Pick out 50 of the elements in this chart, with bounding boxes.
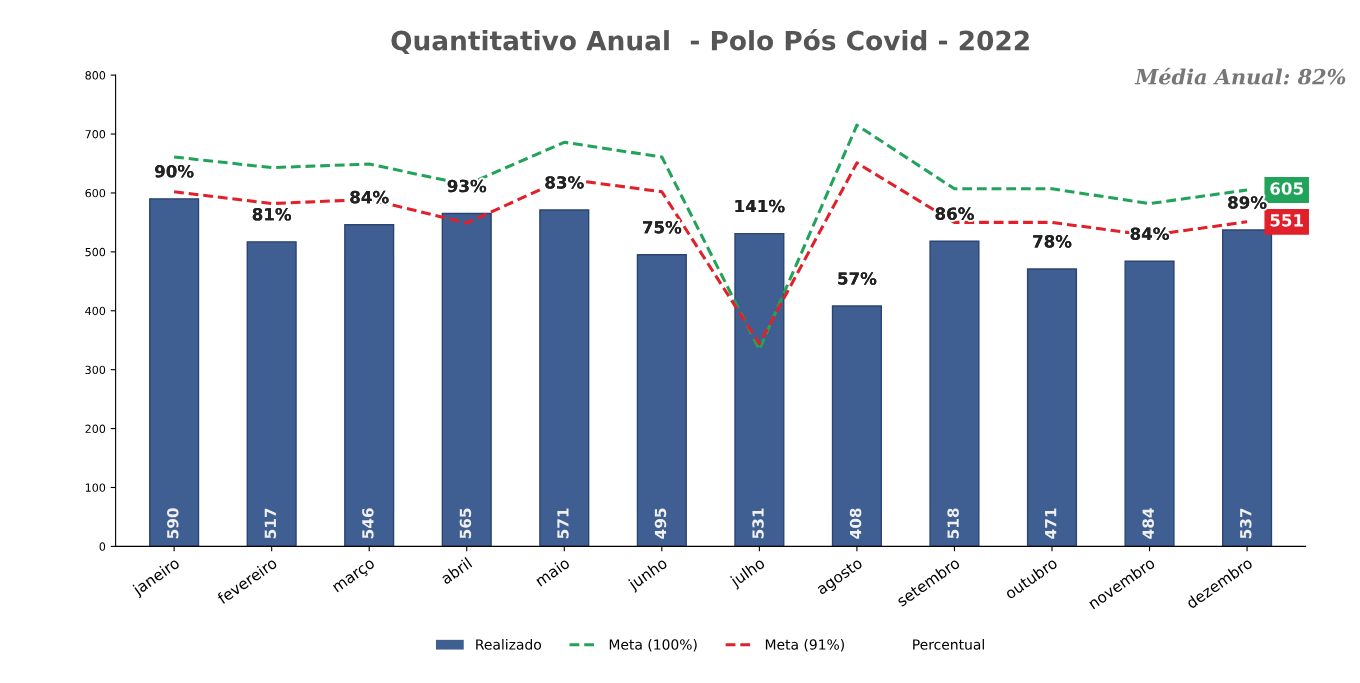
data-label: 471 — [1045, 508, 1057, 539]
bar — [929, 240, 980, 547]
bar — [149, 198, 200, 547]
bar — [831, 305, 882, 547]
legend-label: Realizado — [476, 639, 542, 650]
data-label: 517 — [264, 508, 277, 539]
annotation: 75% — [643, 220, 682, 234]
data-label: 605 — [1270, 182, 1303, 195]
bar — [1026, 268, 1078, 547]
annotation: 93% — [447, 179, 487, 193]
annotation: 141% — [735, 199, 785, 213]
data-label: 484 — [1142, 508, 1154, 539]
annotation: Média Anual: 82% — [1134, 67, 1346, 85]
y-tick-label: 400 — [85, 306, 106, 316]
bar — [344, 224, 395, 547]
bar — [539, 209, 590, 547]
data-label: 495 — [654, 508, 667, 539]
annotation: 84% — [350, 190, 389, 204]
bar — [734, 232, 785, 547]
annotation: 89% — [1228, 196, 1267, 209]
y-tick-label: 800 — [85, 71, 106, 80]
data-label: 518 — [947, 508, 959, 539]
y-tick-label: 300 — [85, 365, 106, 375]
data-label: 537 — [1239, 508, 1252, 539]
annotation: 78% — [1033, 235, 1072, 248]
data-label: 551 — [1270, 214, 1303, 227]
y-tick-label: 600 — [85, 188, 106, 198]
data-label: 408 — [849, 508, 862, 539]
data-label: 590 — [167, 508, 179, 539]
data-label: 571 — [557, 508, 569, 539]
data-label: 565 — [459, 508, 472, 539]
bar — [1221, 229, 1273, 547]
bar — [1124, 260, 1175, 547]
text: Percentual — [913, 639, 984, 650]
y-tick-label: 700 — [85, 130, 106, 139]
bar — [441, 212, 492, 547]
chart-title: Quantitativo Anual - Polo Pós Covid - 2022 — [391, 29, 1029, 54]
bar — [636, 254, 687, 547]
annotation: 90% — [155, 164, 194, 178]
legend-label: Meta (91%) — [765, 639, 844, 652]
data-label: 546 — [362, 508, 374, 539]
legend-label: Meta (100%) — [609, 639, 697, 652]
annotation: 81% — [252, 207, 292, 221]
data-label: 531 — [752, 508, 764, 539]
y-tick-label: 200 — [85, 424, 106, 433]
y-tick-label: 500 — [85, 247, 106, 257]
y-tick-label: 100 — [85, 483, 106, 492]
bar — [246, 241, 297, 547]
y-tick-label: 0 — [99, 542, 106, 551]
annotation: 57% — [838, 272, 877, 285]
